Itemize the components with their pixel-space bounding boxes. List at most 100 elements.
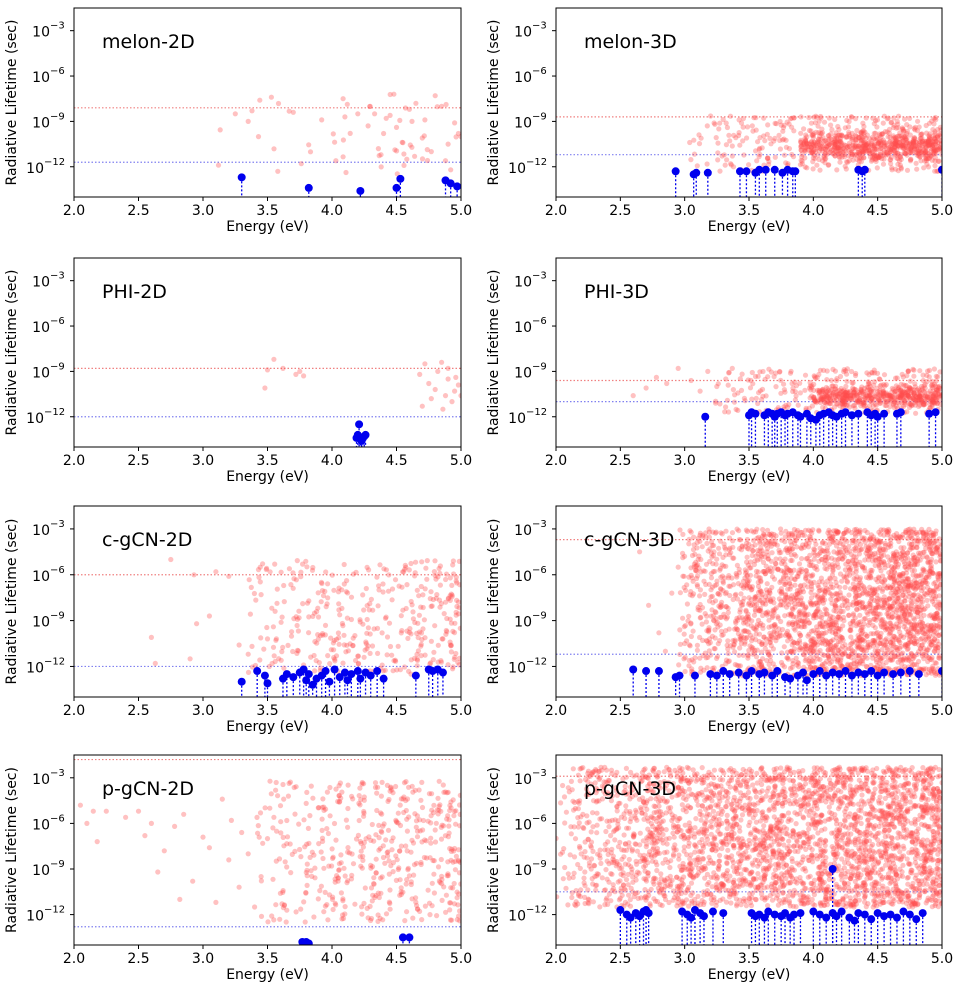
red-point (310, 613, 316, 620)
red-point (753, 127, 759, 133)
red-point (306, 142, 312, 148)
red-point (910, 395, 916, 401)
red-point (817, 632, 823, 638)
blue-point (260, 671, 269, 680)
red-point (766, 158, 772, 165)
red-point (907, 132, 913, 138)
red-point (454, 597, 460, 603)
red-point (882, 402, 888, 408)
red-point (757, 575, 763, 581)
red-point (822, 400, 828, 406)
red-point (789, 124, 795, 130)
red-point (737, 645, 743, 651)
red-point (761, 568, 767, 575)
red-point (816, 558, 822, 564)
red-point (701, 667, 707, 673)
red-point (815, 594, 821, 600)
red-point (877, 531, 884, 537)
red-point (912, 626, 918, 633)
red-point (898, 633, 905, 639)
red-point (842, 642, 848, 648)
red-point (816, 579, 822, 585)
red-point (330, 131, 336, 137)
y-tick-label: 10 (32, 523, 50, 539)
red-point (355, 660, 362, 667)
red-point (809, 149, 815, 155)
x-tick-label: 3.0 (192, 453, 214, 469)
red-point (823, 138, 829, 144)
red-point (884, 529, 890, 535)
red-point (820, 548, 827, 554)
red-point (697, 587, 704, 593)
red-point (803, 567, 809, 573)
red-point (778, 659, 785, 666)
red-point (896, 113, 902, 119)
red-point (902, 552, 908, 558)
red-point (232, 111, 238, 117)
red-point (719, 632, 725, 638)
red-point (841, 367, 847, 373)
red-point (895, 564, 901, 570)
red-point (721, 541, 727, 547)
red-point (876, 396, 882, 402)
red-point (915, 536, 921, 542)
red-point (880, 131, 886, 137)
red-point (730, 638, 736, 644)
red-point (899, 400, 905, 406)
red-point (874, 135, 880, 141)
red-point (882, 396, 888, 402)
red-point (894, 646, 900, 653)
red-point (903, 626, 909, 632)
red-point (915, 538, 921, 544)
red-point (782, 561, 788, 567)
red-point (825, 622, 831, 629)
red-point (813, 400, 819, 406)
red-point (878, 149, 884, 155)
red-point (710, 529, 716, 535)
red-point (890, 387, 897, 393)
red-point (751, 115, 757, 121)
red-point (893, 125, 900, 131)
red-point (877, 611, 883, 617)
red-point (897, 395, 903, 401)
red-point (762, 594, 769, 600)
red-point (932, 135, 938, 141)
red-point (862, 539, 868, 545)
red-point (442, 158, 449, 164)
red-point (687, 528, 693, 534)
red-point (853, 145, 859, 151)
red-point (817, 392, 823, 398)
red-point (925, 368, 931, 374)
red-point (932, 163, 938, 169)
red-point (725, 659, 731, 665)
red-point (695, 535, 702, 541)
red-point (341, 561, 347, 568)
red-point (908, 403, 915, 409)
red-point (806, 527, 812, 533)
x-tick-label: 4.5 (867, 203, 889, 219)
red-point (871, 388, 877, 394)
red-point (895, 161, 901, 167)
red-point (736, 546, 743, 552)
red-point (832, 563, 838, 569)
blue-point (692, 168, 701, 177)
red-point (933, 397, 939, 403)
red-point (826, 395, 832, 401)
red-point (768, 643, 774, 649)
red-point (788, 575, 794, 582)
red-point (790, 606, 796, 613)
red-point (924, 142, 931, 148)
red-point (880, 586, 886, 592)
red-point (875, 152, 881, 158)
red-point (448, 649, 454, 655)
red-point (896, 385, 902, 391)
blue-point (361, 430, 370, 439)
red-point (916, 649, 922, 655)
red-point (921, 666, 927, 672)
red-point (872, 541, 878, 547)
red-point (858, 647, 865, 653)
red-point (246, 577, 252, 583)
red-point (883, 627, 889, 633)
red-point (341, 632, 347, 638)
red-point (367, 601, 373, 607)
